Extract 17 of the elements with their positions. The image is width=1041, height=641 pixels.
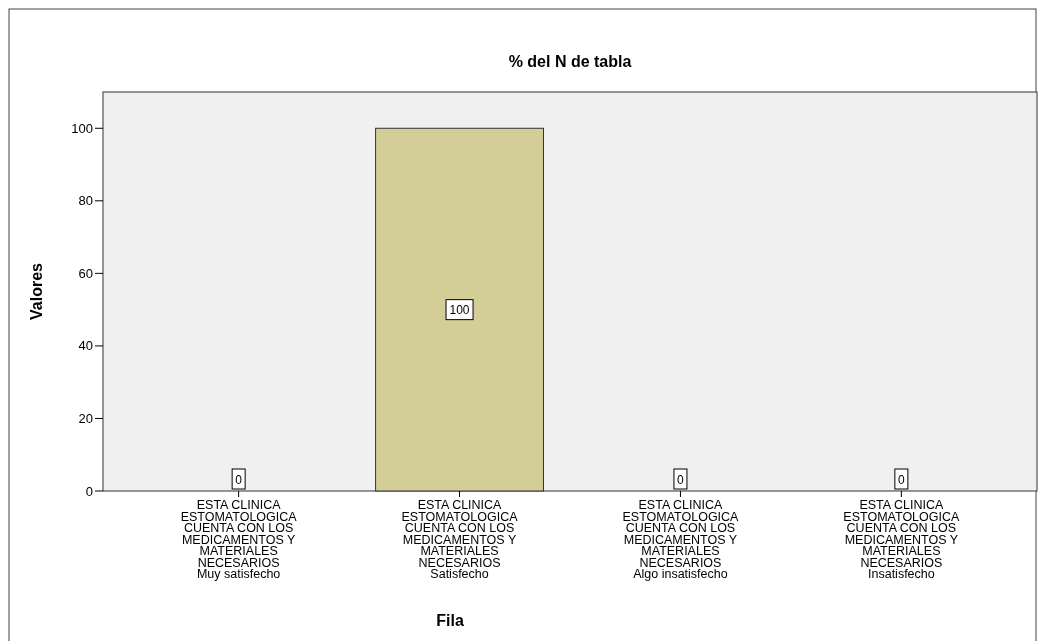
x-axis-title: Fila xyxy=(436,612,464,629)
y-tick-label: 80 xyxy=(78,193,93,209)
chart-title: % del N de tabla xyxy=(508,53,632,70)
x-tick-label: ESTA CLINICA ESTOMATOLOGICA CUENTA CON LOS MEDICAMENTOS Y MATERIALES NECESARIOS Insatisfecho xyxy=(843,498,961,581)
data-label: 0 xyxy=(898,472,906,487)
x-tick-label: ESTA CLINICA ESTOMATOLOGICA CUENTA CON LOS MEDICAMENTOS Y MATERIALES NECESARIOS Satisfecho xyxy=(401,498,519,581)
x-tick-label: ESTA CLINICA ESTOMATOLOGICA CUENTA CON LOS MEDICAMENTOS Y MATERIALES NECESARIOS Muy satisfecho xyxy=(180,498,298,581)
x-tick-label: ESTA CLINICA ESTOMATOLOGICA CUENTA CON LOS MEDICAMENTOS Y MATERIALES NECESARIOS Algo insatisfecho xyxy=(622,498,740,581)
data-label: 0 xyxy=(235,472,243,487)
data-label: 0 xyxy=(677,472,685,487)
y-axis-title: Valores xyxy=(28,262,45,320)
y-tick-label: 0 xyxy=(85,483,93,499)
y-tick-label: 40 xyxy=(78,338,93,354)
data-label: 100 xyxy=(449,303,470,318)
y-tick-label: 20 xyxy=(78,410,93,426)
y-tick-label: 100 xyxy=(71,120,93,136)
y-tick-label: 60 xyxy=(78,265,93,281)
